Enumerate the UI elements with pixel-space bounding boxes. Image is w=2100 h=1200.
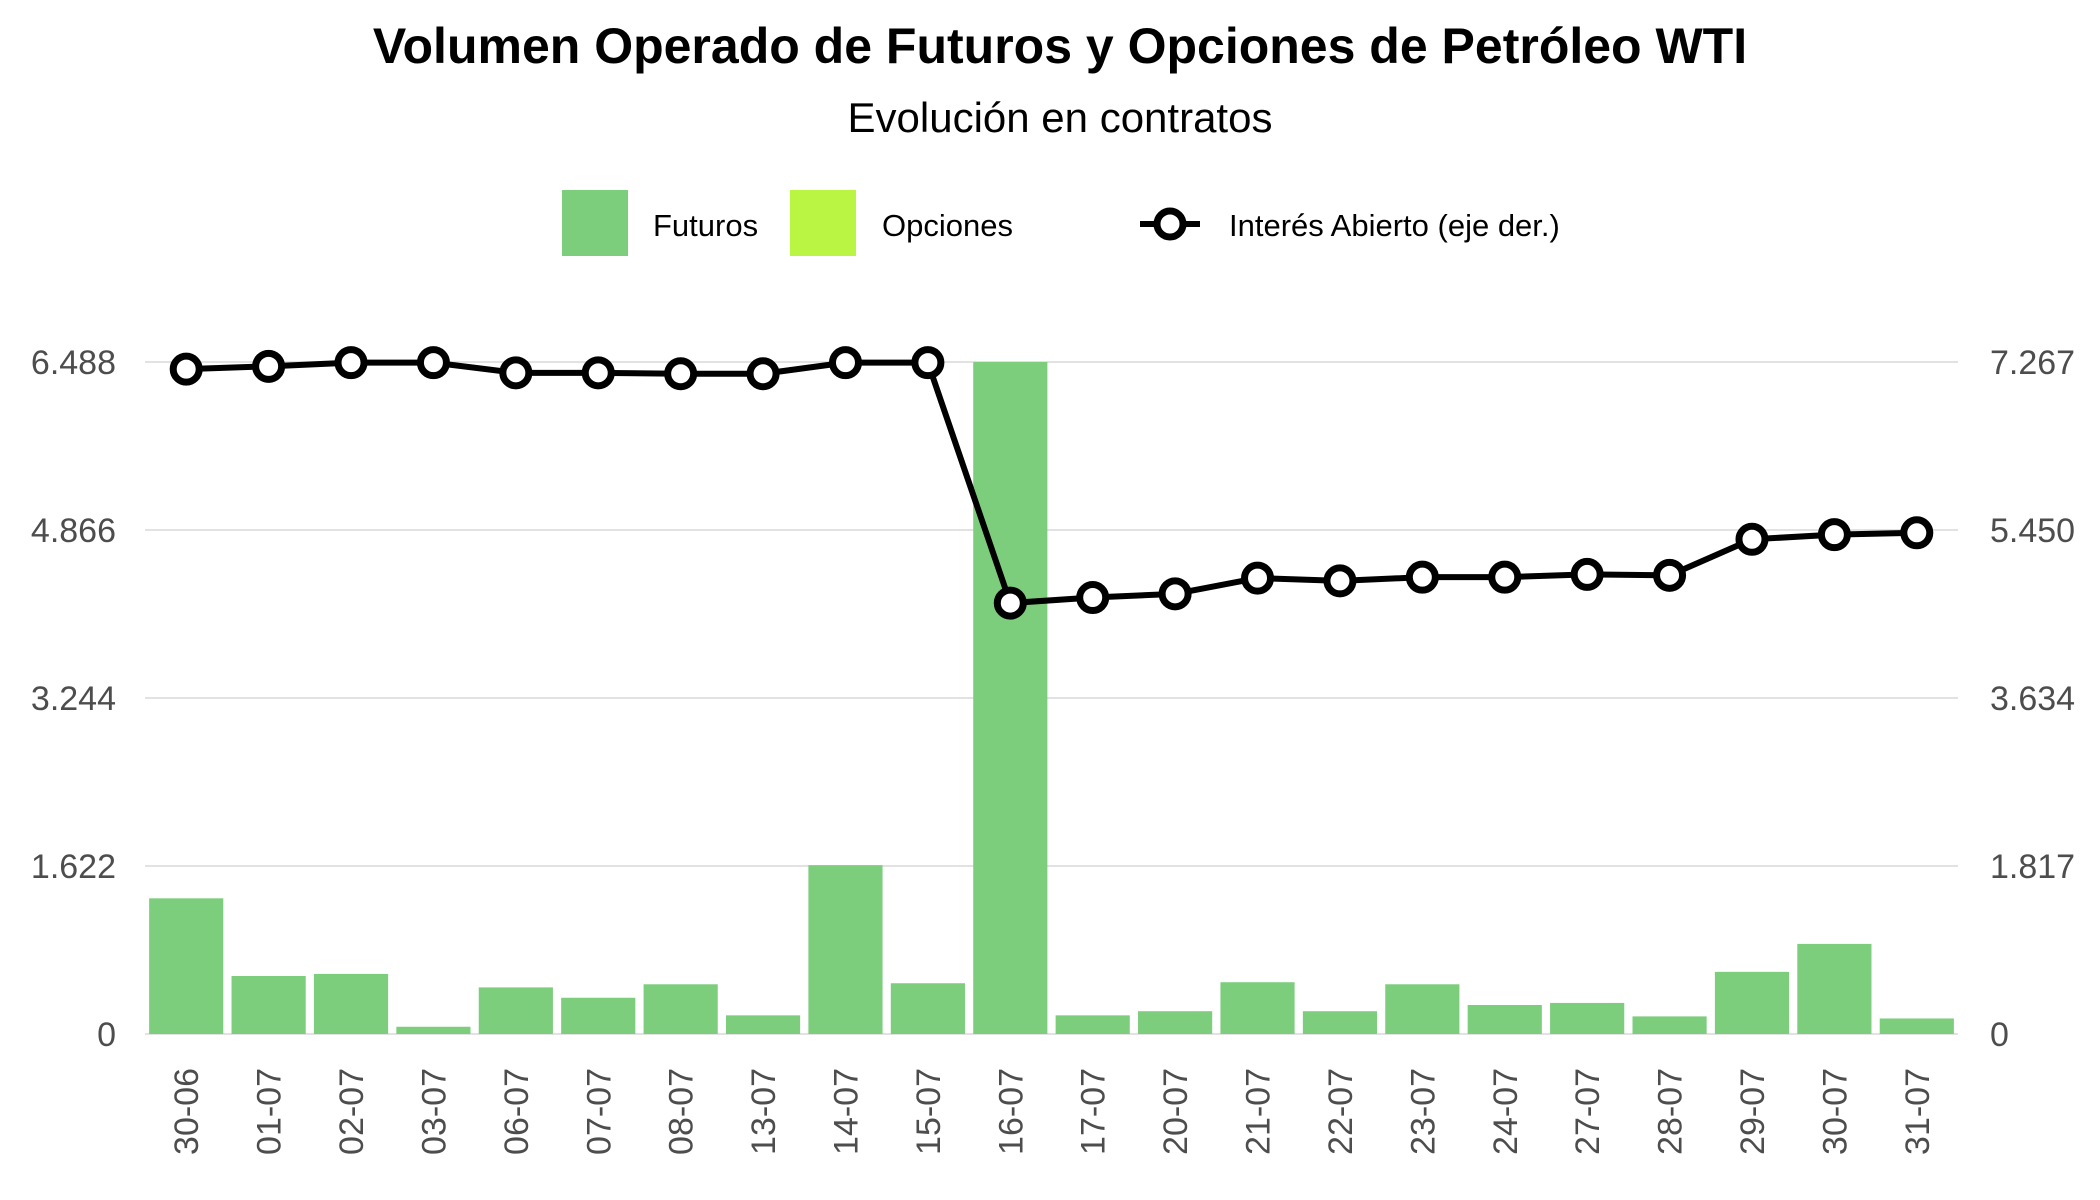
y-right-tick-label: 7.267 (1990, 344, 2075, 382)
y-right-tick-label: 1.817 (1990, 848, 2075, 886)
point-interes-abierto (1900, 516, 1934, 550)
bar-futuros (1467, 1004, 1542, 1034)
bar-futuros (973, 362, 1048, 1034)
point-interes-abierto (828, 346, 862, 380)
bar-futuros (1385, 984, 1460, 1034)
x-tick-label: 27-07 (1569, 1068, 1607, 1155)
legend: Futuros Opciones Interés Abierto (eje de… (562, 190, 1560, 256)
x-tick-label: 06-07 (498, 1068, 536, 1155)
legend-label-futuros: Futuros (653, 208, 758, 243)
bars-futuros (149, 362, 1954, 1034)
line-interes-abierto-path (186, 359, 1917, 607)
y-left-tick-label: 6.488 (31, 344, 116, 382)
line-interes-abierto (169, 346, 1934, 620)
point-interes-abierto (1735, 522, 1769, 556)
y-axis-left: 0 1.622 3.244 4.866 6.488 (31, 344, 116, 1054)
chart-title: Volumen Operado de Futuros y Opciones de… (373, 18, 1747, 74)
bar-futuros (1632, 1016, 1707, 1034)
point-interes-abierto (581, 356, 615, 390)
point-interes-abierto (169, 352, 203, 386)
y-right-tick-label: 5.450 (1990, 512, 2075, 550)
bar-futuros (1714, 971, 1790, 1034)
x-tick-label: 02-07 (333, 1068, 371, 1155)
x-tick-label: 29-07 (1734, 1068, 1772, 1155)
point-interes-abierto (1158, 577, 1192, 611)
x-tick-label: 17-07 (1075, 1068, 1113, 1155)
point-interes-abierto (499, 356, 533, 390)
x-tick-label: 24-07 (1487, 1068, 1525, 1155)
point-interes-abierto (1817, 518, 1851, 552)
legend-marker-interes (1153, 207, 1187, 241)
point-interes-abierto (746, 357, 780, 391)
x-tick-label: 22-07 (1322, 1068, 1360, 1155)
x-tick-label: 23-07 (1404, 1068, 1442, 1155)
legend-label-interes: Interés Abierto (eje der.) (1229, 208, 1560, 243)
bar-futuros (1879, 1018, 1954, 1034)
x-tick-label: 07-07 (580, 1068, 618, 1155)
chart-subtitle: Evolución en contratos (848, 94, 1273, 141)
x-tick-label: 28-07 (1652, 1068, 1690, 1155)
bar-futuros (808, 865, 883, 1034)
y-right-tick-label: 3.634 (1990, 680, 2075, 718)
x-tick-label: 14-07 (827, 1068, 865, 1155)
grid (145, 361, 1958, 1035)
point-interes-abierto (1405, 560, 1439, 594)
x-tick-label: 21-07 (1240, 1068, 1278, 1155)
x-tick-label: 30-06 (168, 1068, 206, 1155)
bar-futuros (561, 997, 636, 1034)
point-interes-abierto (1653, 558, 1687, 592)
point-interes-abierto (1488, 560, 1522, 594)
point-interes-abierto (911, 346, 945, 380)
bar-futuros (1302, 1011, 1378, 1034)
x-tick-label: 31-07 (1899, 1068, 1937, 1155)
y-left-tick-label: 4.866 (31, 512, 116, 550)
x-tick-label: 03-07 (415, 1068, 453, 1155)
bar-futuros (478, 987, 553, 1034)
bar-futuros (396, 1026, 471, 1034)
bar-futuros (1797, 943, 1872, 1034)
point-interes-abierto (334, 346, 368, 380)
y-axis-right: 0 1.817 3.634 5.450 7.267 (1990, 344, 2075, 1054)
legend-swatch-futuros (562, 190, 628, 256)
bar-futuros (890, 983, 965, 1034)
legend-swatch-opciones (790, 190, 856, 256)
point-interes-abierto (1241, 561, 1275, 595)
point-interes-abierto (1323, 564, 1357, 598)
y-left-tick-label: 0 (97, 1016, 116, 1054)
y-left-tick-label: 3.244 (31, 680, 116, 718)
x-tick-label: 01-07 (251, 1068, 289, 1155)
x-tick-label: 20-07 (1157, 1068, 1195, 1155)
bar-futuros (643, 984, 718, 1034)
bar-futuros (1550, 1002, 1625, 1034)
bar-futuros (725, 1015, 801, 1034)
y-left-tick-label: 1.622 (31, 848, 116, 886)
point-interes-abierto (1076, 581, 1110, 615)
point-interes-abierto (664, 357, 698, 391)
bar-futuros (313, 973, 389, 1034)
point-interes-abierto (1570, 557, 1604, 591)
legend-label-opciones: Opciones (882, 208, 1013, 243)
x-tick-label: 08-07 (663, 1068, 701, 1155)
x-axis: 30-06 01-07 02-07 03-07 06-07 07-07 08-07 13-07… (168, 1068, 1937, 1155)
bar-futuros (149, 898, 224, 1034)
x-tick-label: 16-07 (992, 1068, 1030, 1155)
y-right-tick-label: 0 (1990, 1016, 2009, 1054)
point-interes-abierto (416, 346, 450, 380)
x-tick-label: 30-07 (1816, 1068, 1854, 1155)
bar-futuros (231, 975, 306, 1034)
x-tick-label: 13-07 (745, 1068, 783, 1155)
bar-futuros (1138, 1011, 1213, 1034)
point-interes-abierto (993, 586, 1027, 620)
bar-futuros (1220, 982, 1295, 1034)
x-tick-label: 15-07 (910, 1068, 948, 1155)
point-interes-abierto (252, 349, 286, 383)
bar-futuros (1055, 1015, 1130, 1034)
